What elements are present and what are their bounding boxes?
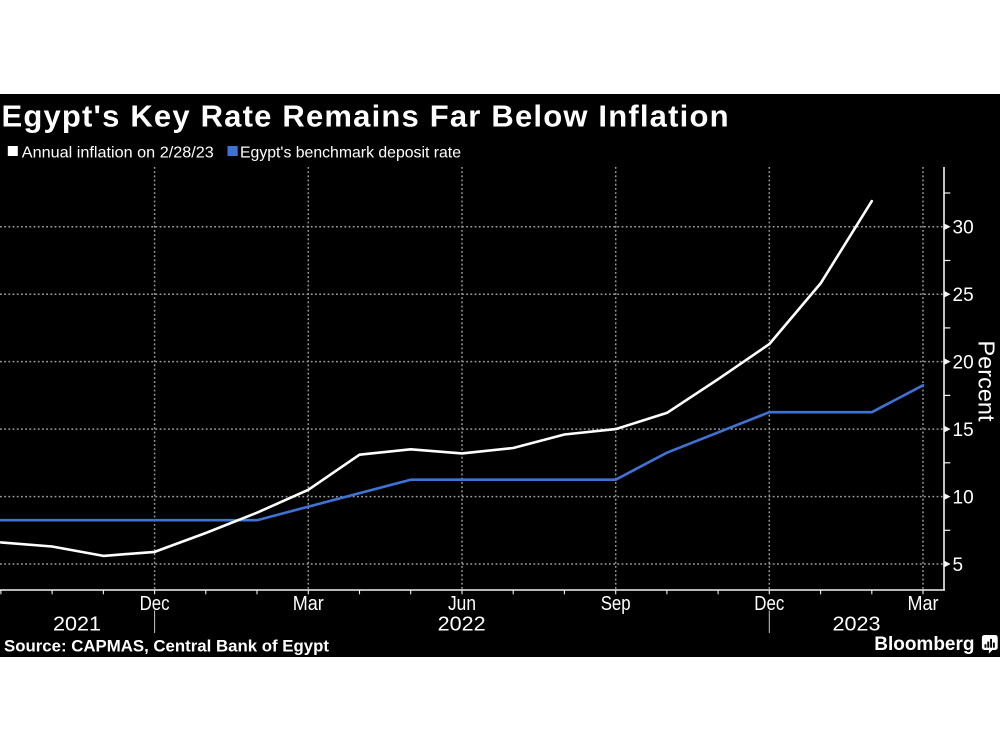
svg-text:25: 25 xyxy=(953,285,974,306)
svg-text:2022: 2022 xyxy=(438,614,486,636)
svg-text:Annual inflation on 2/28/23: Annual inflation on 2/28/23 xyxy=(22,144,214,161)
svg-text:Dec: Dec xyxy=(754,593,784,615)
svg-text:2023: 2023 xyxy=(833,614,881,636)
svg-text:Percent: Percent xyxy=(974,341,1000,422)
svg-text:Bloomberg: Bloomberg xyxy=(874,634,974,655)
svg-text:Source: CAPMAS, Central Bank o: Source: CAPMAS, Central Bank of Egypt xyxy=(4,638,330,656)
svg-text:Sep: Sep xyxy=(601,593,631,615)
svg-text:Egypt's benchmark deposit rate: Egypt's benchmark deposit rate xyxy=(240,144,461,161)
svg-text:15: 15 xyxy=(953,420,974,441)
svg-text:20: 20 xyxy=(953,352,974,373)
svg-text:2021: 2021 xyxy=(53,614,101,636)
svg-text:5: 5 xyxy=(953,555,964,576)
svg-text:Mar: Mar xyxy=(293,593,324,615)
svg-text:Egypt's Key Rate Remains Far B: Egypt's Key Rate Remains Far Below Infla… xyxy=(2,99,729,134)
svg-text:Jun: Jun xyxy=(448,593,476,615)
svg-text:30: 30 xyxy=(953,218,974,239)
svg-text:Mar: Mar xyxy=(908,593,939,615)
svg-text:10: 10 xyxy=(953,487,974,508)
svg-text:Dec: Dec xyxy=(140,593,170,615)
